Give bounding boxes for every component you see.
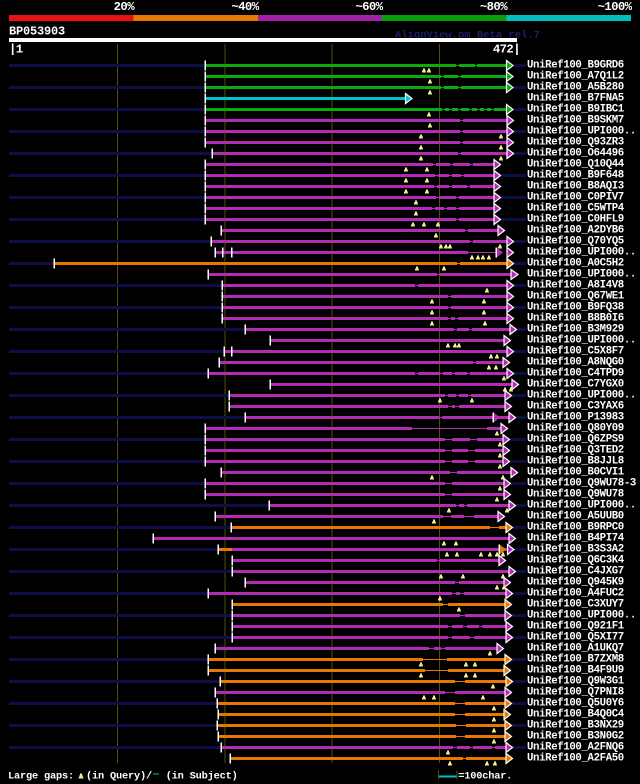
svg-text:UniRef100_Q9W3G1: UniRef100_Q9W3G1	[527, 675, 624, 687]
svg-text:UniRef100_A4FUC2: UniRef100_A4FUC2	[527, 587, 624, 599]
svg-text:UniRef100_UPI000..: UniRef100_UPI000..	[527, 609, 636, 621]
svg-text:(in Query)/: (in Query)/	[86, 770, 152, 782]
svg-text:UniRef100_A5B280: UniRef100_A5B280	[527, 81, 624, 93]
svg-text:UniRef100_B3S3A2: UniRef100_B3S3A2	[527, 543, 624, 555]
svg-text:UniRef100_Q6ZPS9: UniRef100_Q6ZPS9	[527, 433, 624, 445]
svg-text:UniRef100_A0C5H2: UniRef100_A0C5H2	[527, 257, 624, 269]
svg-text:=100char.: =100char.	[458, 771, 512, 783]
svg-text:UniRef100_Q7PNI8: UniRef100_Q7PNI8	[527, 686, 624, 698]
svg-text:UniRef100_A2FNQ6: UniRef100_A2FNQ6	[527, 741, 624, 753]
svg-text:UniRef100_B0CVI1: UniRef100_B0CVI1	[527, 466, 624, 478]
svg-text:UniRef100_A7Q1L2: UniRef100_A7Q1L2	[527, 70, 624, 82]
svg-text:UniRef100_B8B0I6: UniRef100_B8B0I6	[527, 312, 624, 324]
svg-text:UniRef100_B9IBC1: UniRef100_B9IBC1	[527, 103, 624, 115]
svg-text:UniRef100_UPI000..: UniRef100_UPI000..	[527, 125, 636, 137]
svg-text:UniRef100_B9F648: UniRef100_B9F648	[527, 169, 624, 181]
svg-text:UniRef100_UPI000..: UniRef100_UPI000..	[527, 246, 636, 258]
svg-text:UniRef100_B7ZXM8: UniRef100_B7ZXM8	[527, 653, 624, 665]
svg-text:UniRef100_A2DYB6: UniRef100_A2DYB6	[527, 224, 624, 236]
svg-text:~40%: ~40%	[231, 0, 259, 14]
svg-text:UniRef100_B9GRD6: UniRef100_B9GRD6	[527, 59, 624, 71]
svg-text:UniRef100_Q9WU78: UniRef100_Q9WU78	[527, 488, 624, 500]
svg-text:UniRef100_Q921F1: UniRef100_Q921F1	[527, 620, 624, 632]
svg-text:UniRef100_A1UKQ7: UniRef100_A1UKQ7	[527, 642, 624, 654]
svg-text:(in Subject): (in Subject)	[166, 770, 238, 782]
svg-text:UniRef100_C4JXG7: UniRef100_C4JXG7	[527, 565, 624, 577]
svg-text:UniRef100_Q6C3K4: UniRef100_Q6C3K4	[527, 554, 625, 566]
svg-text:Large gaps:: Large gaps:	[8, 770, 74, 782]
svg-text:UniRef100_Q67WE1: UniRef100_Q67WE1	[527, 290, 624, 302]
svg-text:UniRef100_UPI000..: UniRef100_UPI000..	[527, 268, 636, 280]
svg-text:UniRef100_Q5XI77: UniRef100_Q5XI77	[527, 631, 624, 643]
svg-text:UniRef100_C3YAX6: UniRef100_C3YAX6	[527, 400, 624, 412]
svg-text:UniRef100_Q9WU78-3: UniRef100_Q9WU78-3	[527, 477, 636, 489]
svg-text:UniRef100_Q5U0Y6: UniRef100_Q5U0Y6	[527, 697, 624, 709]
svg-text:UniRef100_B3NX29: UniRef100_B3NX29	[527, 719, 624, 731]
svg-text:UniRef100_Q80Y09: UniRef100_Q80Y09	[527, 422, 624, 434]
svg-text:UniRef100_A5UUB0: UniRef100_A5UUB0	[527, 510, 624, 522]
svg-text:UniRef100_B9FQ38: UniRef100_B9FQ38	[527, 301, 624, 313]
svg-text:UniRef100_C0PIV7: UniRef100_C0PIV7	[527, 191, 624, 203]
svg-text:~100%: ~100%	[598, 0, 633, 14]
svg-text:UniRef100_C0HFL9: UniRef100_C0HFL9	[527, 213, 624, 225]
svg-text:UniRef100_A8I4V8: UniRef100_A8I4V8	[527, 279, 624, 291]
svg-text:UniRef100_Q3TED2: UniRef100_Q3TED2	[527, 444, 624, 456]
svg-text:UniRef100_UPI000..: UniRef100_UPI000..	[527, 389, 636, 401]
svg-text:UniRef100_C7YGX0: UniRef100_C7YGX0	[527, 378, 624, 390]
svg-text:UniRef100_Q945K9: UniRef100_Q945K9	[527, 576, 624, 588]
svg-text:BP053903: BP053903	[9, 24, 65, 38]
svg-text:UniRef100_Q70YQ5: UniRef100_Q70YQ5	[527, 235, 624, 247]
svg-text:UniRef100_C5X8F7: UniRef100_C5X8F7	[527, 345, 624, 357]
svg-text:472|: 472|	[493, 43, 520, 57]
svg-text:UniRef100_B8AQI3: UniRef100_B8AQI3	[527, 180, 624, 192]
svg-text:UniRef100_B3N0G2: UniRef100_B3N0G2	[527, 730, 624, 742]
svg-text:UniRef100_O64496: UniRef100_O64496	[527, 147, 624, 159]
svg-text:|1: |1	[9, 43, 23, 57]
svg-text:UniRef100_UPI000..: UniRef100_UPI000..	[527, 499, 636, 511]
svg-text:UniRef100_B9SKM7: UniRef100_B9SKM7	[527, 114, 624, 126]
svg-text:~80%: ~80%	[480, 0, 508, 14]
svg-text:UniRef100_B4Q0C4: UniRef100_B4Q0C4	[527, 708, 625, 720]
svg-text:UniRef100_P13983: UniRef100_P13983	[527, 411, 624, 423]
svg-text:20%: 20%	[114, 0, 136, 14]
svg-text:UniRef100_Q10Q44: UniRef100_Q10Q44	[527, 158, 625, 170]
svg-text:UniRef100_B3M929: UniRef100_B3M929	[527, 323, 624, 335]
svg-text:UniRef100_B4F9U9: UniRef100_B4F9U9	[527, 664, 624, 676]
svg-text:UniRef100_Q93ZR3: UniRef100_Q93ZR3	[527, 136, 624, 148]
svg-text:UniRef100_B9RPC0: UniRef100_B9RPC0	[527, 521, 624, 533]
svg-text:UniRef100_B4PI74: UniRef100_B4PI74	[527, 532, 625, 544]
svg-text:UniRef100_UPI000..: UniRef100_UPI000..	[527, 334, 636, 346]
svg-text:UniRef100_A8NQG0: UniRef100_A8NQG0	[527, 356, 624, 368]
svg-text:UniRef100_B8JJL8: UniRef100_B8JJL8	[527, 455, 624, 467]
svg-text:UniRef100_C5WTP4: UniRef100_C5WTP4	[527, 202, 625, 214]
svg-text:UniRef100_C3XUY7: UniRef100_C3XUY7	[527, 598, 624, 610]
svg-text:UniRef100_C4TPD9: UniRef100_C4TPD9	[527, 367, 624, 379]
svg-text:~60%: ~60%	[355, 0, 383, 14]
svg-text:UniRef100_A2FA50: UniRef100_A2FA50	[527, 752, 624, 764]
svg-text:UniRef100_B7FNA5: UniRef100_B7FNA5	[527, 92, 624, 104]
